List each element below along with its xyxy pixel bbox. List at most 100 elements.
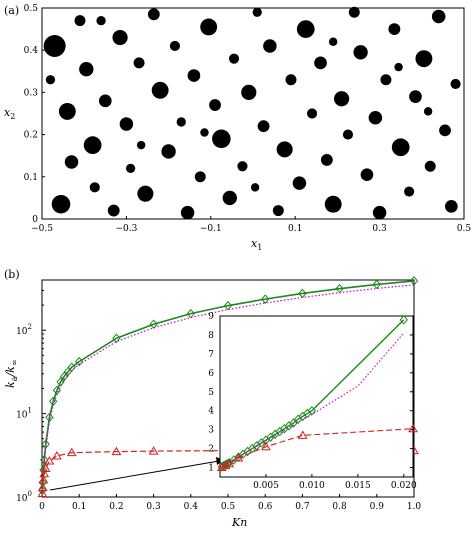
b-series-0-marker-8 bbox=[56, 377, 65, 387]
b-ytick-label-0: 100 bbox=[16, 490, 32, 504]
particle-17 bbox=[161, 144, 176, 159]
particle-59 bbox=[450, 78, 461, 90]
particle-65 bbox=[328, 37, 338, 46]
particle-62 bbox=[136, 140, 146, 150]
b-series-2-marker-6 bbox=[52, 451, 62, 460]
inset-series-2-marker-5 bbox=[297, 430, 308, 439]
inset-series-0-marker-18 bbox=[289, 418, 298, 428]
particle-31 bbox=[257, 120, 270, 133]
panel-b-ylabel: ka/k∞ bbox=[4, 360, 19, 389]
particle-24 bbox=[209, 99, 221, 111]
particle-53 bbox=[409, 90, 422, 103]
particle-52 bbox=[404, 186, 415, 197]
particle-60 bbox=[45, 75, 56, 85]
a-xtick-label-2: −0.1 bbox=[200, 224, 222, 234]
particle-12 bbox=[125, 163, 136, 174]
b-series-2-marker-9 bbox=[148, 446, 159, 455]
b-series-2-marker-4 bbox=[40, 463, 51, 472]
particle-4 bbox=[74, 15, 86, 27]
particle-7 bbox=[89, 182, 100, 193]
b-ytick-exp-2: 2 bbox=[28, 323, 32, 331]
inset-ytick-label-7: 8 bbox=[208, 331, 214, 341]
b-series-0-marker-6 bbox=[48, 396, 58, 407]
particle-5 bbox=[79, 62, 94, 77]
inset-series-0-marker-23 bbox=[399, 315, 408, 325]
particle-23 bbox=[200, 18, 218, 36]
particle-25 bbox=[212, 129, 231, 149]
b-ytick-label-2: 102 bbox=[16, 323, 32, 337]
inset-xtick-label-0: 0.005 bbox=[253, 481, 279, 491]
particle-22 bbox=[194, 171, 206, 183]
particle-35 bbox=[285, 74, 297, 86]
b-series-0-marker-13 bbox=[112, 333, 121, 344]
a-xtick-label-1: −0.3 bbox=[115, 224, 137, 234]
particle-34 bbox=[276, 141, 293, 158]
inset-ytick-label-2: 3 bbox=[208, 426, 214, 436]
b-xtick-label-6: 0.6 bbox=[258, 502, 273, 512]
b-xtick-label-5: 0.5 bbox=[221, 502, 236, 512]
b-series-2-marker-0 bbox=[37, 488, 48, 498]
inset-series-2-marker-3 bbox=[233, 453, 244, 462]
panel-a: −0.5 −0.3 −0.1 0.1 0.3 0.5 0 0.1 0.2 0.3 0.4 0.5 bbox=[24, 4, 472, 234]
particle-2 bbox=[58, 102, 76, 120]
inset-ytick-label-5: 6 bbox=[208, 369, 214, 379]
particle-56 bbox=[431, 9, 446, 24]
b-series-2-marker-3 bbox=[39, 468, 50, 478]
b-series-0-marker-15 bbox=[186, 308, 195, 319]
a-ytick-label-1: 0.1 bbox=[24, 173, 38, 183]
inset-xtick-label-1: 0.010 bbox=[299, 481, 325, 491]
particle-32 bbox=[263, 39, 277, 53]
particle-44 bbox=[348, 6, 360, 18]
b-series-0-marker-12 bbox=[75, 356, 84, 367]
a-ytick-label-3: 0.3 bbox=[24, 88, 39, 98]
particle-20 bbox=[180, 205, 195, 220]
particle-40 bbox=[320, 154, 333, 166]
particle-15 bbox=[147, 8, 160, 21]
a-xtick-label-0: −0.5 bbox=[31, 224, 53, 234]
a-ytick-label-5: 0.5 bbox=[24, 4, 39, 14]
inset-ytick-label-4: 5 bbox=[208, 388, 214, 398]
a-ytick-label-4: 0.4 bbox=[24, 46, 39, 56]
particle-51 bbox=[391, 138, 410, 157]
b-series-2-marker-7 bbox=[66, 447, 77, 457]
panel-a-xlabel: x1 bbox=[251, 237, 262, 252]
particle-9 bbox=[107, 204, 120, 217]
b-series-2-marker-1 bbox=[37, 482, 48, 491]
inset-ytick-label-3: 4 bbox=[208, 407, 214, 417]
b-series-line-2 bbox=[41, 450, 414, 494]
particle-33 bbox=[272, 205, 284, 217]
inset-ytick-label-0: 1 bbox=[208, 464, 214, 474]
b-series-2-marker-5 bbox=[44, 456, 55, 465]
b-series-2-marker-8 bbox=[111, 446, 122, 456]
inset-series-2-marker-6 bbox=[408, 423, 418, 433]
inset-ytick-label-6: 7 bbox=[208, 350, 214, 360]
inset-series-line-1 bbox=[219, 332, 405, 469]
particle-46 bbox=[360, 168, 374, 182]
particle-28 bbox=[237, 161, 248, 172]
particle-0 bbox=[51, 194, 71, 214]
particle-67 bbox=[423, 107, 433, 116]
inset-series-2-marker-4 bbox=[261, 441, 271, 451]
inset-series-2-marker-0 bbox=[216, 462, 227, 472]
panel-a-frame bbox=[41, 7, 465, 220]
b-series-0-marker-21 bbox=[409, 276, 419, 286]
particle-14 bbox=[137, 185, 154, 202]
b-series-2-marker-2 bbox=[38, 474, 49, 484]
particle-37 bbox=[296, 20, 315, 38]
particle-3 bbox=[64, 155, 79, 169]
particle-10 bbox=[112, 29, 128, 46]
particle-36 bbox=[292, 176, 307, 190]
particle-8 bbox=[98, 94, 112, 108]
b-xtick-label-8: 0.8 bbox=[332, 502, 347, 512]
inset-series-2-marker-2 bbox=[224, 458, 235, 468]
particle-63 bbox=[200, 128, 209, 137]
particle-54 bbox=[415, 50, 433, 68]
b-xtick-label-1: 0.1 bbox=[72, 502, 86, 512]
particle-21 bbox=[187, 69, 201, 82]
b-series-0-marker-16 bbox=[223, 300, 233, 311]
b-xtick-label-3: 0.3 bbox=[146, 502, 161, 512]
b-ytick-exp-0: 0 bbox=[28, 490, 32, 498]
inset-xtick-label-2: 0.015 bbox=[345, 481, 371, 491]
b-series-0-marker-20 bbox=[372, 279, 381, 290]
